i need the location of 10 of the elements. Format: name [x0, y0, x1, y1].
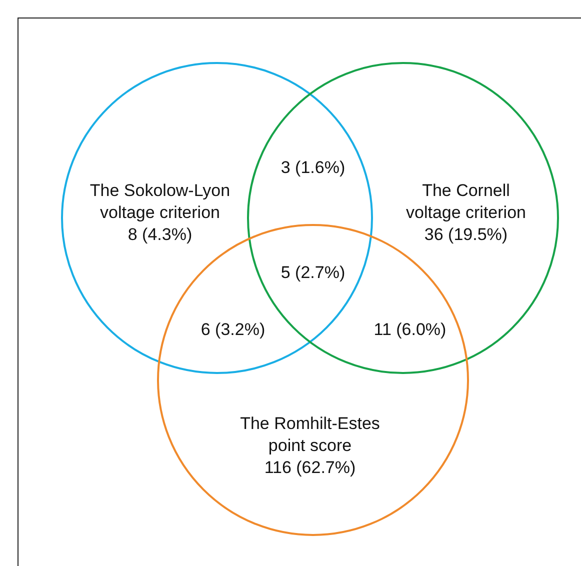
category-label: The Cornell voltage criterion [406, 181, 526, 222]
data-label: 116 (62.7%) [264, 458, 356, 477]
category-label: The Romhilt-Estes point score [240, 414, 380, 455]
category-label: The Sokolow-Lyon voltage criterion [90, 181, 230, 222]
text: 5 (2.7%) [280, 263, 346, 282]
text: 3 (1.6%) [280, 158, 346, 177]
text: 11 (6.0%) [374, 320, 446, 339]
data-label: 8 (4.3%) [128, 225, 192, 244]
data-label: 36 (19.5%) [424, 225, 508, 244]
text: 6 (3.2%) [200, 320, 266, 339]
